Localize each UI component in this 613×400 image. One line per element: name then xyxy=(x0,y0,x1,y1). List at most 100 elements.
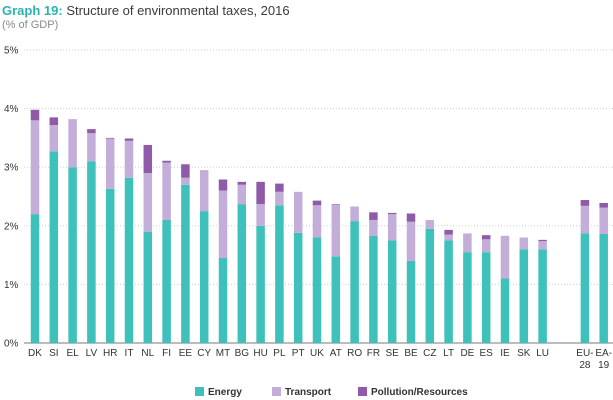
bar-segment xyxy=(143,231,153,343)
bar-segment xyxy=(87,161,96,343)
bar-segment xyxy=(481,235,491,240)
bar-segment xyxy=(293,191,303,233)
bar-segment xyxy=(481,239,491,253)
bar-segment xyxy=(312,237,322,343)
bar-segment xyxy=(580,233,590,343)
bar-segment xyxy=(331,204,341,205)
legend-swatch xyxy=(272,387,281,396)
x-tick-label: UK xyxy=(310,348,324,359)
bar-segment xyxy=(105,138,115,189)
x-tick-label: DE xyxy=(460,348,474,359)
x-tick-label: MT xyxy=(216,348,230,359)
legend-swatch xyxy=(195,387,204,396)
bar-segment xyxy=(181,164,190,178)
x-tick-label: LV xyxy=(86,348,98,359)
bar-segment xyxy=(49,125,59,152)
x-tick-label: EU- xyxy=(576,348,593,359)
bar-segment xyxy=(538,241,547,250)
bar-segment xyxy=(237,184,247,205)
bar-segment xyxy=(218,258,228,343)
x-tick-label: CY xyxy=(197,348,211,359)
bar-segment xyxy=(406,221,416,261)
bar-segment xyxy=(199,170,209,212)
bar-segment xyxy=(425,219,435,229)
x-tick-label: SI xyxy=(49,348,58,359)
x-tick-label: PL xyxy=(273,348,286,359)
x-tick-label: FR xyxy=(367,348,380,359)
bar-segment xyxy=(218,190,228,259)
x-tick-label: PT xyxy=(292,348,305,359)
bar-segment xyxy=(387,214,397,241)
y-tick-label: 1% xyxy=(4,280,19,291)
x-tick-label: EA- xyxy=(595,348,612,359)
bar-segment xyxy=(143,173,153,232)
bar-segment xyxy=(105,137,115,139)
y-tick-label: 4% xyxy=(4,104,19,115)
bar-segment xyxy=(49,117,59,126)
x-tick-label: IE xyxy=(500,348,510,359)
bar-segment xyxy=(68,167,77,343)
y-tick-label: 3% xyxy=(4,163,19,174)
bar-segment xyxy=(181,184,190,343)
x-tick-label: IT xyxy=(125,348,134,359)
x-tick-label: HU xyxy=(253,348,267,359)
bar-segment xyxy=(331,256,341,343)
y-tick-label: 2% xyxy=(4,221,19,232)
bar-segment xyxy=(256,204,265,226)
bar-segment xyxy=(30,109,40,121)
x-tick-label: SK xyxy=(517,348,531,359)
bar-segment xyxy=(350,221,359,343)
bar-segment xyxy=(599,207,608,235)
legend-swatch xyxy=(358,387,367,396)
x-tick-label: LU xyxy=(536,348,549,359)
bar-segment xyxy=(369,219,378,236)
bar-segment xyxy=(425,228,435,343)
bar-segment xyxy=(331,204,341,257)
bar-segment xyxy=(162,219,171,343)
bar-segment xyxy=(124,177,134,343)
bar-segment xyxy=(162,160,171,163)
bar-segment xyxy=(218,179,228,191)
bar-segment xyxy=(580,205,590,234)
bar-segment xyxy=(538,239,547,242)
bar-segment xyxy=(580,200,590,206)
bar-segment xyxy=(275,183,284,192)
bar-segment xyxy=(387,240,397,343)
x-tick-label: NL xyxy=(141,348,154,359)
x-tick-label: BE xyxy=(404,348,418,359)
x-tick-label: CZ xyxy=(423,348,436,359)
bar-segment xyxy=(369,212,378,220)
x-tick-label: BG xyxy=(235,348,250,359)
bar-segment xyxy=(124,138,134,141)
graph-number: Graph 19: xyxy=(2,3,63,18)
bar-segment xyxy=(30,120,40,215)
bar-segment xyxy=(293,232,303,343)
chart-title: Structure of environmental taxes, 2016 xyxy=(66,3,290,18)
bar-segment xyxy=(124,140,134,178)
bar-segment xyxy=(68,119,77,168)
bar-segment xyxy=(519,249,529,343)
x-tick-label: HR xyxy=(103,348,117,359)
bar-segment xyxy=(444,234,453,241)
x-tick-label: EE xyxy=(179,348,193,359)
bar-segment xyxy=(406,213,416,222)
bar-segment xyxy=(369,235,378,343)
bar-segment xyxy=(275,205,284,343)
bar-segment xyxy=(444,240,453,343)
x-tick-label: LT xyxy=(443,348,454,359)
bar-segment xyxy=(87,133,96,162)
legend-label: Transport xyxy=(285,387,332,398)
chart-heading: Graph 19: Structure of environmental tax… xyxy=(2,3,290,18)
bar-segment xyxy=(143,144,153,174)
bar-segment xyxy=(519,237,529,250)
x-tick-label: AT xyxy=(330,348,342,359)
chart-subtitle: (% of GDP) xyxy=(2,19,59,31)
bar-segment xyxy=(162,162,171,220)
bar-segment xyxy=(199,211,209,343)
y-tick-label: 0% xyxy=(4,339,19,350)
bar-segment xyxy=(181,177,190,185)
bar-segment xyxy=(463,233,472,253)
bar-segment xyxy=(350,206,359,222)
